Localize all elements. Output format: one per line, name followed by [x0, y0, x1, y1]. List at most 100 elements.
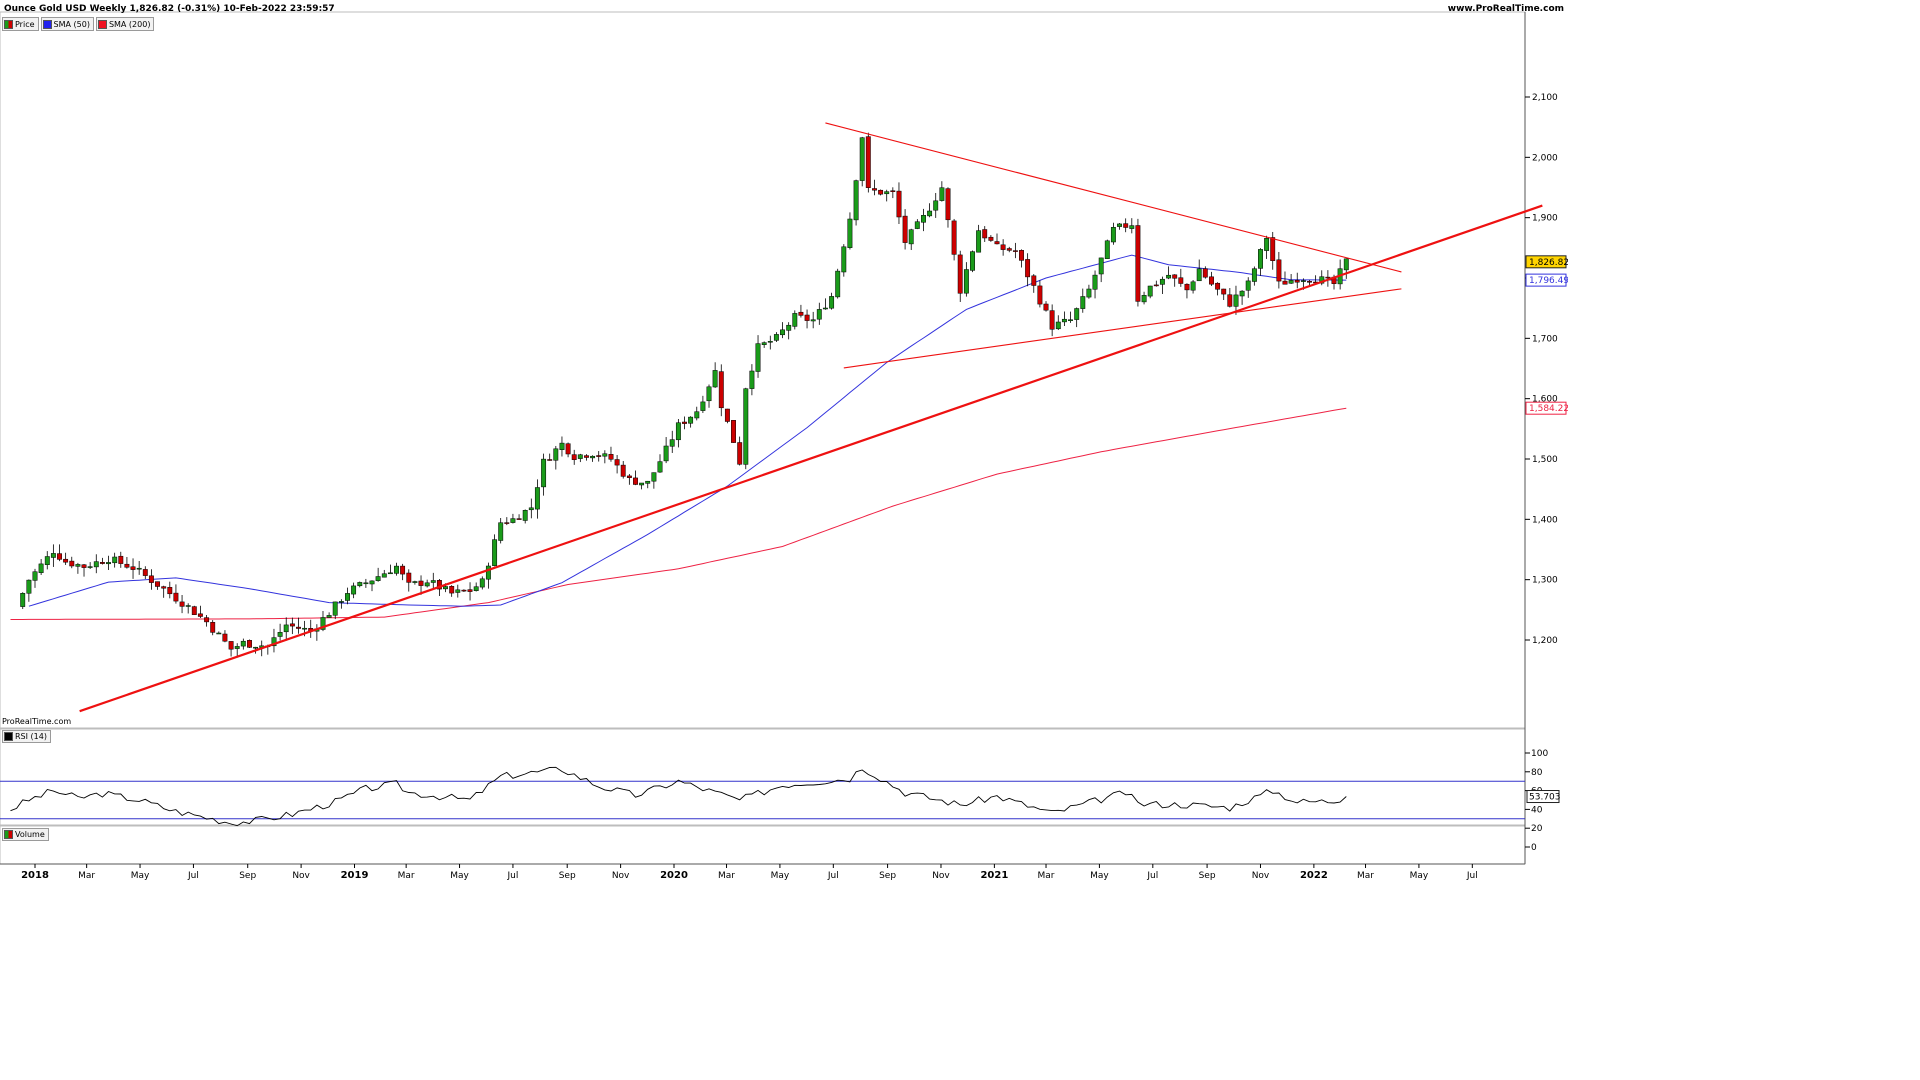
- candle-body: [565, 443, 571, 455]
- candle-body: [1258, 249, 1263, 269]
- price-tick-label: 1,200: [1532, 636, 1558, 646]
- candle: [565, 442, 571, 458]
- candle-body: [338, 601, 344, 603]
- legend-sma200-label: SMA (200): [108, 19, 151, 29]
- candle: [822, 298, 828, 310]
- x-tick-label: 2022: [1300, 870, 1328, 881]
- candle-body: [124, 563, 130, 568]
- candle-body: [633, 477, 638, 485]
- candle-body: [804, 314, 810, 321]
- candle: [957, 250, 963, 302]
- candle-body: [1202, 268, 1208, 278]
- candle: [786, 322, 792, 340]
- candle-body: [749, 370, 755, 389]
- candle: [118, 551, 124, 568]
- candle: [106, 555, 111, 571]
- candle-body: [498, 522, 504, 541]
- candle: [191, 605, 197, 615]
- legend-sma50[interactable]: SMA (50): [40, 17, 94, 31]
- candle-body: [277, 632, 283, 637]
- candle-body: [332, 601, 338, 616]
- candle: [994, 233, 1000, 245]
- candle-body: [1282, 280, 1288, 285]
- candle: [896, 182, 902, 224]
- x-tick-label: Mar: [78, 871, 95, 881]
- trendlines-layer: [79, 122, 1543, 713]
- candle-body: [743, 388, 749, 465]
- legend-sma200[interactable]: SMA (200): [95, 17, 155, 31]
- candle-body: [1159, 278, 1165, 285]
- sma50-value-badge-label: 1,796.49: [1529, 276, 1568, 286]
- candle: [761, 341, 767, 348]
- candle-body: [296, 626, 301, 629]
- candle-body: [485, 565, 491, 580]
- candle: [1000, 239, 1006, 256]
- candle-body: [418, 580, 424, 586]
- lower-support-trendline: [843, 288, 1402, 369]
- candle: [835, 268, 841, 299]
- rsi-line: [10, 766, 1347, 827]
- candle-body: [69, 560, 75, 567]
- candle: [1086, 284, 1092, 299]
- candle: [1276, 251, 1282, 289]
- candle-body: [584, 455, 589, 458]
- candle-body: [1117, 223, 1122, 227]
- candle-body: [712, 370, 718, 388]
- candle-body: [222, 633, 228, 642]
- upper-resistance-trendline: [825, 122, 1402, 273]
- candle: [228, 641, 234, 657]
- candle-body: [406, 572, 412, 583]
- legend-price[interactable]: Price: [2, 17, 39, 31]
- x-tick-label: May: [450, 871, 469, 881]
- candle: [240, 638, 246, 650]
- candle: [492, 534, 498, 567]
- candle-body: [994, 241, 1000, 245]
- candle-body: [1086, 288, 1092, 298]
- chart-canvas: 1,2001,3001,4001,5001,6001,7001,8001,900…: [0, 11, 1568, 881]
- candle-body: [228, 641, 234, 650]
- candle-body: [26, 579, 32, 594]
- candle: [541, 453, 547, 496]
- candle-body: [718, 371, 724, 409]
- time-x-axis: 2018 Mar May Jul Sep Nov 2019 Mar May Jul Sep Nov 20…: [21, 864, 1478, 881]
- candle-body: [927, 210, 933, 217]
- candle: [933, 192, 939, 218]
- candle: [1104, 239, 1110, 259]
- rsi-tag[interactable]: RSI (14): [2, 730, 51, 743]
- candle: [792, 310, 798, 330]
- x-tick-label: Nov: [612, 871, 630, 881]
- candle-body: [859, 137, 865, 181]
- candle: [982, 226, 988, 242]
- candle-body: [369, 580, 375, 585]
- candle: [780, 322, 785, 339]
- candle: [44, 551, 50, 570]
- candle: [914, 219, 920, 230]
- candle: [57, 544, 62, 562]
- candle: [1233, 285, 1239, 315]
- candle-body: [1270, 237, 1276, 261]
- candle-body: [872, 188, 877, 191]
- brand-link[interactable]: www.ProRealTime.com: [1447, 4, 1564, 14]
- candle-body: [326, 615, 332, 618]
- candle: [1098, 257, 1104, 283]
- candle-body: [541, 458, 547, 488]
- candle: [731, 420, 736, 443]
- candle: [939, 181, 945, 202]
- candle-body: [921, 215, 926, 223]
- candle: [528, 498, 534, 519]
- candle-body: [204, 617, 210, 623]
- candle-body: [822, 307, 828, 310]
- x-tick-label: Nov: [932, 871, 950, 881]
- candle-body: [1245, 280, 1251, 291]
- x-tick-label: Mar: [398, 871, 415, 881]
- candle: [357, 581, 363, 588]
- volume-tag[interactable]: Volume: [2, 828, 49, 841]
- candle-body: [688, 416, 694, 424]
- candle-body: [363, 582, 369, 585]
- candle: [553, 445, 559, 470]
- candle: [908, 228, 914, 251]
- candle: [26, 579, 32, 602]
- candle-body: [896, 190, 902, 218]
- candle: [773, 332, 779, 343]
- candle: [816, 302, 822, 325]
